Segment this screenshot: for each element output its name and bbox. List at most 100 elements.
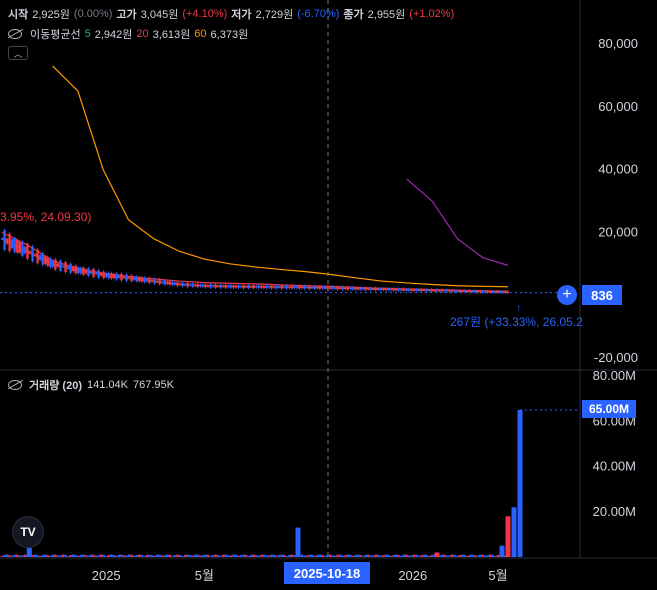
candle-body — [242, 285, 245, 289]
volume-bar-small — [148, 554, 151, 557]
candle-body — [183, 284, 187, 286]
candle-body — [461, 291, 464, 293]
volume-bar-small — [122, 555, 126, 557]
candle-body — [443, 290, 446, 292]
candle-body — [99, 273, 103, 276]
current-price-tag: 836 — [582, 285, 622, 305]
candle-body — [224, 284, 227, 288]
close-change: (+1.02%) — [409, 8, 455, 20]
volume-bar-small — [262, 554, 266, 557]
volume-bar-small — [56, 555, 60, 557]
candle-body — [130, 275, 133, 282]
eye-slash-icon[interactable] — [8, 380, 22, 390]
candle-body — [232, 285, 235, 288]
volume-bar-small — [252, 554, 255, 557]
volume-bar-small — [331, 555, 334, 557]
price-axis-tick: -20,000 — [594, 350, 638, 365]
volume-bar-small — [351, 555, 355, 557]
candle-body — [422, 289, 426, 291]
volume-bar-small — [341, 555, 344, 557]
volume-bar-small — [410, 555, 413, 557]
volume-bar-small — [18, 555, 21, 557]
candle-body — [463, 290, 466, 293]
candle-body — [229, 285, 233, 288]
candle-body — [407, 288, 411, 291]
candle-body — [275, 285, 278, 289]
volume-bar-small — [16, 554, 19, 557]
volume-bar-small — [473, 555, 477, 557]
volume-bar-small — [366, 554, 370, 557]
candle-body — [138, 277, 141, 282]
ma120-line — [406, 178, 509, 266]
low-marker-icon: ↑ — [516, 303, 521, 314]
candle-body — [97, 270, 100, 278]
tradingview-logo[interactable]: TV — [12, 516, 44, 548]
volume-bar-small — [494, 555, 497, 557]
candle-body — [346, 287, 350, 290]
candle-body — [366, 288, 370, 290]
volume-bar-small — [476, 555, 479, 557]
volume-bar-small — [407, 555, 411, 557]
volume-bar-small — [300, 554, 304, 557]
volume-bar-small — [392, 554, 395, 557]
volume-bar-small — [504, 555, 507, 557]
volume-axis-tick: 40.00M — [593, 459, 636, 474]
volume-bar-small — [140, 554, 144, 557]
volume-bar-small — [99, 554, 103, 557]
candle-body — [387, 288, 390, 291]
volume-bar-small — [163, 555, 166, 557]
time-axis-tick: 5월 — [195, 568, 214, 583]
volume-bar-small — [394, 554, 398, 557]
volume-legend[interactable]: 거래량 (20) 141.04K 767.95K — [8, 377, 174, 393]
volume-bar-small — [397, 555, 400, 557]
eye-slash-icon[interactable] — [8, 29, 22, 39]
volume-bar-small — [491, 554, 494, 557]
candle-body — [300, 286, 304, 288]
volume-bar-small — [194, 554, 197, 557]
candle-body — [188, 284, 192, 286]
add-order-button[interactable]: + — [557, 285, 577, 305]
volume-bar-small — [283, 554, 286, 557]
volume-bar-small — [260, 554, 263, 557]
candle-body — [321, 287, 324, 289]
low-annotation: 267원 (+33.33%, 26.05.2 — [450, 315, 583, 329]
candle-body — [84, 269, 88, 274]
volume-bar-small — [468, 554, 472, 557]
candle-body — [216, 286, 220, 288]
volume-bar-small — [51, 554, 55, 557]
ma20-value: 3,613원 — [152, 29, 191, 41]
volume-bar — [295, 527, 301, 557]
candle-body — [448, 290, 451, 292]
collapse-legend-button[interactable]: ︿ — [8, 46, 28, 60]
volume-value-1: 141.04K — [86, 379, 128, 391]
candle-body — [344, 288, 347, 290]
candle-body — [369, 287, 372, 291]
volume-bar-small — [496, 554, 500, 557]
volume-bar-small — [356, 554, 360, 557]
volume-bar-small — [33, 554, 37, 557]
volume-bar-small — [211, 554, 215, 557]
candle-body — [328, 287, 332, 289]
candle-body — [255, 286, 258, 288]
candle-body — [303, 285, 306, 289]
candle-body — [105, 273, 108, 278]
candle-body — [64, 261, 67, 273]
ma-legend[interactable]: 이동평균선 5 2,942원 20 3,613원 60 6,373원 — [8, 26, 248, 42]
volume-bar-small — [425, 554, 428, 557]
candle-body — [400, 289, 403, 291]
volume-bar-small — [445, 555, 449, 557]
candle-body — [194, 284, 197, 286]
volume-bar-small — [321, 554, 324, 557]
crosshair-date-tag: 2025-10-18 — [284, 562, 370, 584]
volume-bar-small — [87, 555, 90, 557]
candle-body — [420, 289, 423, 291]
candle-body — [26, 243, 29, 259]
volume-bar-small — [227, 555, 230, 557]
candle-body — [496, 291, 500, 293]
volume-bar-small — [328, 554, 332, 557]
volume-bar-small — [82, 554, 85, 557]
volume-bar — [511, 507, 517, 557]
time-axis-tick: 2026 — [398, 568, 427, 583]
candle-body — [102, 271, 105, 279]
